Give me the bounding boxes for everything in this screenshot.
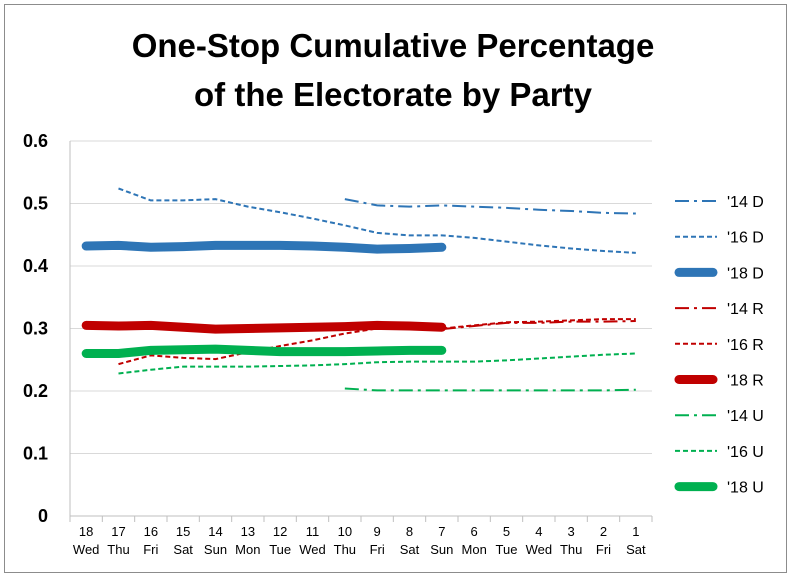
x-tick-weekday: Wed [73, 542, 100, 557]
legend-label: '16 R [727, 337, 764, 354]
x-tick-weekday: Wed [526, 542, 553, 557]
x-tick-weekday: Fri [143, 542, 158, 557]
x-tick-label: 5 [503, 524, 510, 539]
x-tick-label: 13 [241, 524, 255, 539]
x-axis: 18Wed17Thu16Fri15Sat14Sun13Mon12Tue11Wed… [69, 515, 653, 557]
x-tick-weekday: Sun [430, 542, 453, 557]
legend: '14 D '16 D '18 D '14 R '16 R '18 R '14 U '16 U… [674, 194, 764, 497]
x-tick-weekday: Thu [334, 542, 356, 557]
x-tick-weekday: Mon [462, 542, 487, 557]
chart-frame [4, 4, 787, 573]
chart-title: One-Stop Cumulative Percentage of the El… [132, 27, 655, 113]
series-line-18-u [81, 344, 447, 358]
gridlines [70, 140, 652, 454]
legend-label: '18 D [727, 265, 764, 282]
x-tick-weekday: Sun [204, 542, 227, 557]
legend-label: '14 R [727, 301, 764, 318]
x-tick-label: 14 [208, 524, 222, 539]
x-tick-label: 10 [338, 524, 352, 539]
x-tick-label: 7 [438, 524, 445, 539]
y-tick-label: 0.3 [23, 319, 48, 339]
x-tick-label: 12 [273, 524, 287, 539]
x-tick-weekday: Fri [370, 542, 385, 557]
series-line-16-d [118, 187, 636, 254]
chart-title-line-1: One-Stop Cumulative Percentage [132, 27, 655, 64]
x-tick-label: 1 [632, 524, 639, 539]
x-tick-weekday: Sat [400, 542, 420, 557]
y-axis: 0 0.1 0.2 0.3 0.4 0.5 0.6 [23, 131, 71, 526]
x-tick-label: 3 [568, 524, 575, 539]
series-line-14-u [344, 387, 636, 392]
x-tick-label: 16 [144, 524, 158, 539]
y-tick-label: 0.2 [23, 381, 48, 401]
x-tick-label: 9 [374, 524, 381, 539]
x-tick-weekday: Tue [496, 542, 518, 557]
x-tick-label: 11 [306, 524, 320, 539]
x-tick-weekday: Sat [173, 542, 193, 557]
legend-label: '14 D [727, 194, 764, 211]
y-tick-label: 0 [38, 506, 48, 526]
x-tick-label: 4 [535, 524, 542, 539]
chart-title-line-2: of the Electorate by Party [194, 76, 593, 113]
legend-label: '18 R [727, 373, 764, 390]
x-tick-weekday: Wed [299, 542, 326, 557]
series-line-16-u [118, 352, 636, 375]
x-tick-weekday: Thu [107, 542, 129, 557]
x-tick-weekday: Mon [235, 542, 260, 557]
y-tick-label: 0.5 [23, 194, 48, 214]
x-tick-label: 17 [111, 524, 125, 539]
series-lines [81, 187, 636, 392]
series-line-14-r [441, 320, 636, 331]
series-line-14-d [344, 198, 636, 215]
legend-label: '18 U [727, 480, 764, 497]
x-tick-label: 15 [176, 524, 190, 539]
series-line-18-r [81, 320, 447, 334]
x-tick-label: 18 [79, 524, 93, 539]
legend-label: '16 U [727, 444, 764, 461]
y-tick-label: 0.6 [23, 131, 48, 151]
series-line-18-d [81, 240, 447, 254]
legend-label: '14 U [727, 408, 764, 425]
x-tick-label: 6 [471, 524, 478, 539]
legend-label: '16 D [727, 230, 764, 247]
series-line-16-r [118, 318, 636, 366]
x-tick-weekday: Thu [560, 542, 582, 557]
y-tick-label: 0.1 [23, 444, 48, 464]
x-tick-label: 2 [600, 524, 607, 539]
x-tick-weekday: Tue [269, 542, 291, 557]
x-tick-weekday: Sat [626, 542, 646, 557]
y-tick-label: 0.4 [23, 256, 48, 276]
x-tick-weekday: Fri [596, 542, 611, 557]
x-tick-label: 8 [406, 524, 413, 539]
